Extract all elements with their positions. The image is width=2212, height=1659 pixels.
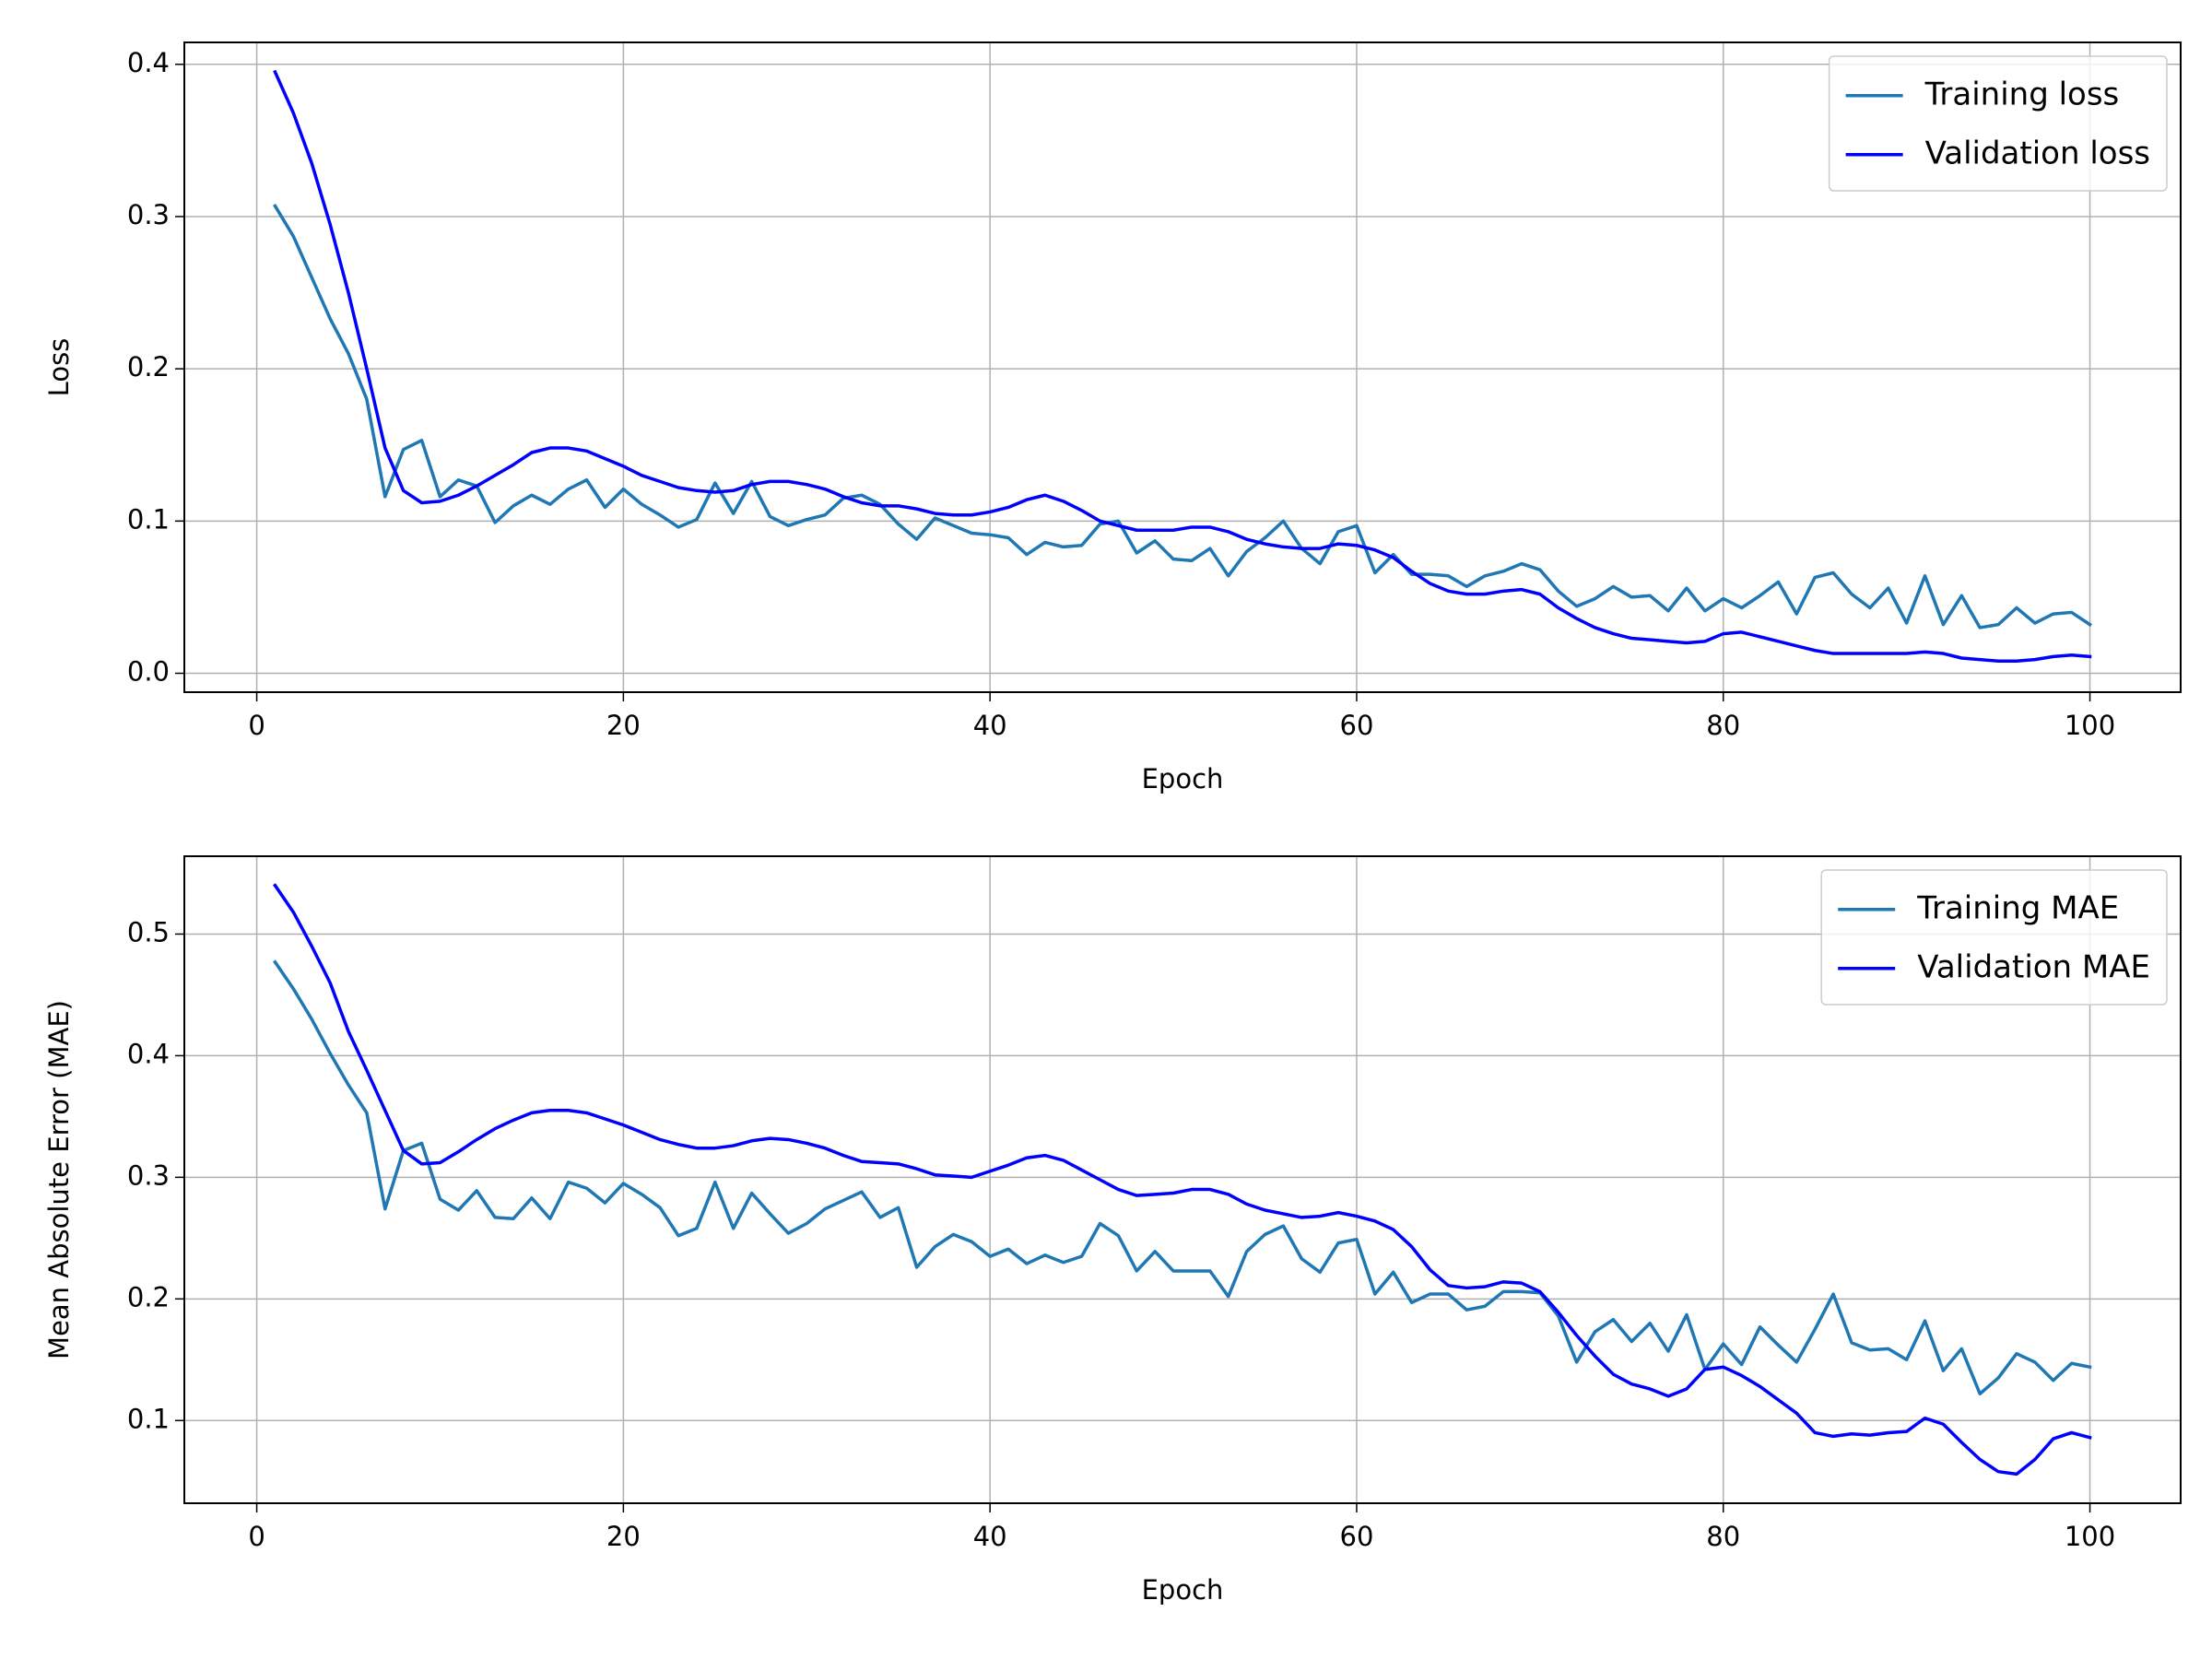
legend-frame xyxy=(1820,869,2168,1006)
axes-frame xyxy=(183,41,2182,693)
legend-frame xyxy=(1828,55,2168,192)
data-line xyxy=(273,204,2092,629)
y-tick-label: 0.4 xyxy=(127,47,170,78)
x-tick-label: 0 xyxy=(248,710,265,741)
x-tick-label: 20 xyxy=(606,1521,641,1552)
x-tick-label: 0 xyxy=(248,1521,265,1552)
y-tick-label: 0.2 xyxy=(127,351,170,382)
data-line xyxy=(273,69,2092,664)
x-tick-label: 80 xyxy=(1706,710,1740,741)
x-tick-label: 40 xyxy=(973,710,1007,741)
y-axis-label: Mean Absolute Error (MAE) xyxy=(43,1000,75,1359)
x-tick-label: 20 xyxy=(606,710,641,741)
y-tick-label: 0.1 xyxy=(127,503,170,535)
x-tick-label: 100 xyxy=(2065,710,2115,741)
x-axis-label: Epoch xyxy=(1142,763,1224,794)
legend-label: Training loss xyxy=(1924,76,2120,112)
y-tick-label: 0.4 xyxy=(127,1038,170,1069)
x-tick-label: 60 xyxy=(1340,1521,1374,1552)
legend: Training loss Validation loss xyxy=(1828,55,2168,192)
x-tick-label: 60 xyxy=(1340,710,1374,741)
y-tick-label: 0.3 xyxy=(127,199,170,230)
y-tick-label: 0.1 xyxy=(127,1403,170,1434)
y-tick-label: 0.0 xyxy=(127,656,170,688)
x-tick-label: 80 xyxy=(1706,1521,1740,1552)
y-tick-label: 0.5 xyxy=(127,916,170,947)
legend-label: Training MAE xyxy=(1916,889,2119,926)
data-line xyxy=(273,883,2092,1477)
x-tick-label: 40 xyxy=(973,1521,1007,1552)
x-axis-label: Epoch xyxy=(1142,1574,1224,1606)
legend-label: Validation loss xyxy=(1925,135,2150,171)
data-line xyxy=(273,959,2092,1395)
legend: Training MAE Validation MAE xyxy=(1820,869,2168,1006)
legend-label: Validation MAE xyxy=(1917,948,2150,985)
x-tick-label: 100 xyxy=(2065,1521,2115,1552)
axes-frame xyxy=(183,855,2182,1504)
y-tick-label: 0.2 xyxy=(127,1281,170,1312)
y-axis-label: Loss xyxy=(43,338,75,397)
y-tick-label: 0.3 xyxy=(127,1159,170,1191)
